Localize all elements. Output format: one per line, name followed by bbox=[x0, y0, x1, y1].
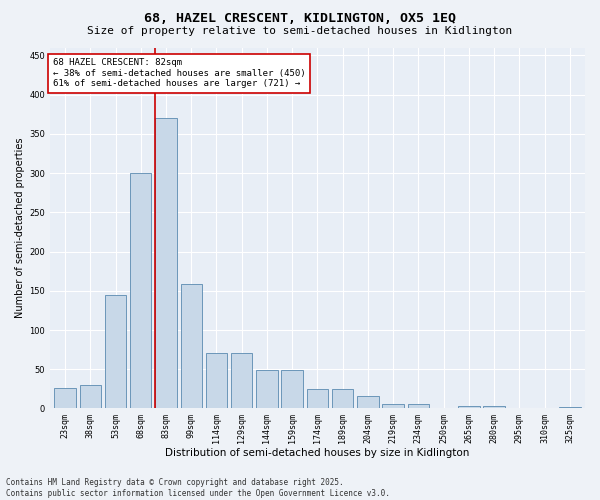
Bar bbox=[256, 370, 278, 408]
X-axis label: Distribution of semi-detached houses by size in Kidlington: Distribution of semi-detached houses by … bbox=[165, 448, 470, 458]
Y-axis label: Number of semi-detached properties: Number of semi-detached properties bbox=[15, 138, 25, 318]
Bar bbox=[559, 407, 581, 408]
Text: 68 HAZEL CRESCENT: 82sqm
← 38% of semi-detached houses are smaller (450)
61% of : 68 HAZEL CRESCENT: 82sqm ← 38% of semi-d… bbox=[53, 58, 305, 88]
Bar bbox=[181, 284, 202, 408]
Bar bbox=[407, 404, 429, 408]
Bar bbox=[382, 404, 404, 408]
Bar bbox=[130, 173, 151, 408]
Bar bbox=[206, 353, 227, 408]
Bar bbox=[484, 406, 505, 408]
Bar bbox=[105, 294, 126, 408]
Bar bbox=[155, 118, 177, 408]
Bar bbox=[231, 353, 253, 408]
Bar bbox=[357, 396, 379, 408]
Text: Size of property relative to semi-detached houses in Kidlington: Size of property relative to semi-detach… bbox=[88, 26, 512, 36]
Bar bbox=[80, 385, 101, 408]
Bar bbox=[307, 389, 328, 408]
Text: Contains HM Land Registry data © Crown copyright and database right 2025.
Contai: Contains HM Land Registry data © Crown c… bbox=[6, 478, 390, 498]
Bar bbox=[332, 389, 353, 408]
Bar bbox=[55, 388, 76, 408]
Text: 68, HAZEL CRESCENT, KIDLINGTON, OX5 1EQ: 68, HAZEL CRESCENT, KIDLINGTON, OX5 1EQ bbox=[144, 12, 456, 26]
Bar bbox=[458, 406, 479, 408]
Bar bbox=[281, 370, 303, 408]
